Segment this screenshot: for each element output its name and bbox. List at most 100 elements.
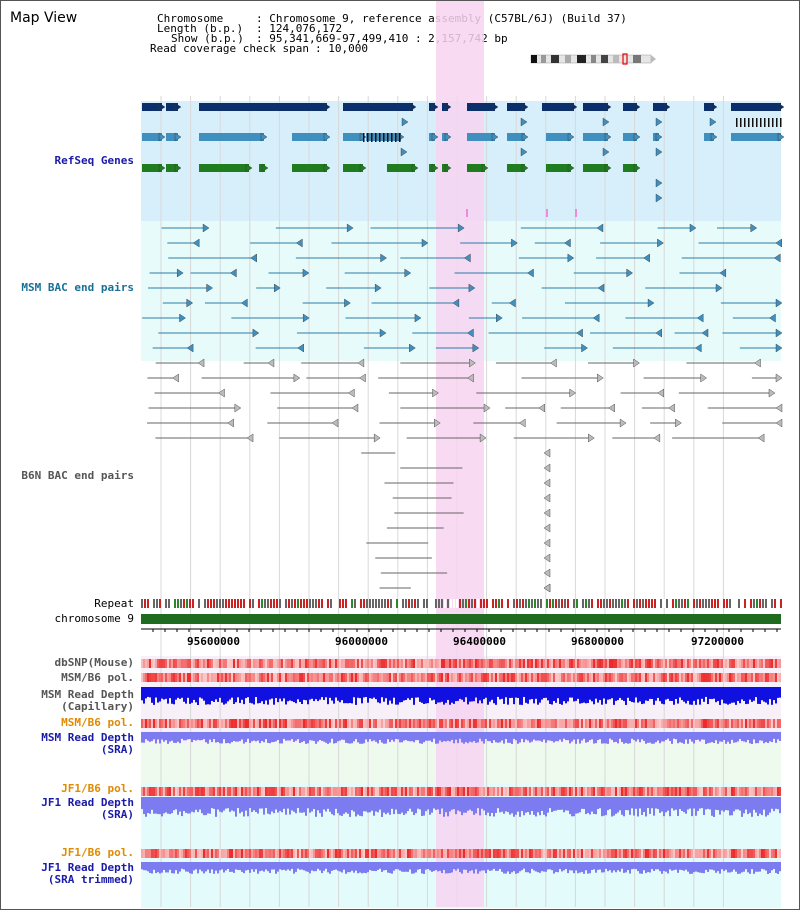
depth-bar	[203, 862, 205, 874]
depth-bar	[487, 797, 489, 813]
gene-exon-block	[292, 133, 327, 141]
heat-strip-cell	[141, 719, 143, 728]
heat-strip-cell	[737, 787, 739, 796]
depth-bar	[569, 797, 571, 815]
depth-bar	[491, 732, 493, 744]
heat-strip-cell	[235, 659, 237, 668]
chromosome-ideogram[interactable]	[529, 53, 659, 65]
depth-bar	[237, 862, 239, 870]
repeat-element	[759, 599, 761, 608]
depth-bar	[701, 862, 703, 873]
heat-strip-cell	[753, 849, 755, 858]
repeat-element	[672, 599, 674, 608]
depth-bar	[721, 797, 723, 811]
depth-bar	[517, 797, 519, 812]
depth-bar	[731, 862, 733, 872]
heat-strip-cell	[615, 719, 617, 728]
depth-bar	[607, 862, 609, 872]
msm-b6-pol-sra-label[interactable]: MSM/B6 pol.	[61, 716, 134, 729]
depth-bar	[179, 862, 181, 872]
heat-strip-cell	[633, 673, 635, 682]
heat-strip-cell	[389, 719, 391, 728]
depth-bar	[535, 732, 537, 741]
heat-strip-cell	[513, 673, 515, 682]
depth-bar	[287, 797, 289, 809]
b6n-bac-label[interactable]: B6N BAC end pairs	[21, 469, 134, 482]
msm-depth-sra-label[interactable]: MSM Read Depth	[41, 731, 134, 744]
heat-strip-cell	[415, 787, 417, 796]
depth-bar	[605, 797, 607, 816]
heat-strip-cell	[273, 659, 275, 668]
depth-bar	[627, 687, 629, 698]
depth-bar	[185, 732, 187, 741]
depth-bar	[379, 732, 381, 741]
heat-strip-cell	[697, 673, 699, 682]
heat-strip-cell	[239, 849, 241, 858]
heat-strip-cell	[659, 673, 661, 682]
depth-bar	[347, 797, 349, 814]
depth-bar	[301, 797, 303, 813]
heat-strip-cell	[449, 719, 451, 728]
heat-strip-cell	[541, 659, 543, 668]
jf1-b6-pol-trimmed-label[interactable]: JF1/B6 pol.	[61, 846, 134, 859]
jf1-trimmed-depth-label[interactable]: JF1 Read Depth	[41, 861, 134, 874]
heat-strip-cell	[365, 849, 367, 858]
heat-strip-cell	[357, 849, 359, 858]
depth-bar	[399, 862, 401, 871]
depth-bar	[755, 797, 757, 813]
heat-strip-cell	[333, 719, 335, 728]
depth-bar	[697, 797, 699, 811]
heat-strip-cell	[571, 673, 573, 682]
heat-strip-cell	[657, 659, 659, 668]
repeat-element	[420, 599, 422, 608]
heat-strip-cell	[639, 719, 641, 728]
depth-bar	[563, 797, 565, 813]
heat-strip-cell	[175, 673, 177, 682]
repeat-element	[243, 599, 245, 608]
heat-strip-cell	[591, 787, 593, 796]
jf1-depth-label[interactable]: JF1 Read Depth	[41, 796, 134, 809]
depth-bar	[509, 687, 511, 699]
heat-strip-cell	[759, 719, 761, 728]
heat-strip-cell	[287, 659, 289, 668]
depth-bar	[673, 862, 675, 871]
depth-bar	[753, 687, 755, 701]
depth-bar	[751, 687, 753, 702]
heat-strip-cell	[353, 849, 355, 858]
heat-strip-cell	[215, 659, 217, 668]
depth-bar	[643, 732, 645, 741]
heat-strip-cell	[337, 673, 339, 682]
repeat-element	[555, 599, 557, 608]
bac-end-arrow	[626, 268, 633, 278]
depth-bar	[443, 862, 445, 870]
depth-bar	[713, 862, 715, 871]
depth-bar	[281, 687, 283, 702]
heat-strip-cell	[629, 849, 631, 858]
jf1-b6-pol-label[interactable]: JF1/B6 pol.	[61, 782, 134, 795]
msm-depth-capillary-label[interactable]: MSM Read Depth	[41, 688, 134, 701]
msm-b6-pol-label[interactable]: MSM/B6 pol.	[61, 671, 134, 684]
msm-bac-label[interactable]: MSM BAC end pairs	[21, 281, 134, 294]
depth-bar	[383, 797, 385, 813]
heat-strip-cell	[447, 719, 449, 728]
jf1-depth-sub-label: (SRA)	[100, 808, 134, 821]
heat-strip-cell	[479, 849, 481, 858]
depth-bar	[593, 687, 595, 705]
repeat-element	[279, 599, 281, 608]
depth-bar	[525, 797, 527, 813]
depth-bar	[775, 862, 777, 873]
heat-strip-cell	[343, 787, 345, 796]
heat-strip-cell	[351, 719, 353, 728]
repeat-element	[606, 599, 608, 608]
depth-bar	[495, 732, 497, 743]
msm-depth-sra-sub-label: (SRA)	[100, 743, 134, 756]
depth-bar	[651, 797, 653, 809]
heat-strip-cell	[387, 719, 389, 728]
refseq-genes-label[interactable]: RefSeq Genes	[54, 154, 134, 167]
bac-end-arrow	[234, 403, 242, 413]
heat-strip-cell	[443, 787, 445, 796]
repeat-element	[429, 599, 431, 608]
dbsnp-label[interactable]: dbSNP(Mouse)	[54, 656, 134, 669]
repeat-element	[171, 599, 173, 608]
